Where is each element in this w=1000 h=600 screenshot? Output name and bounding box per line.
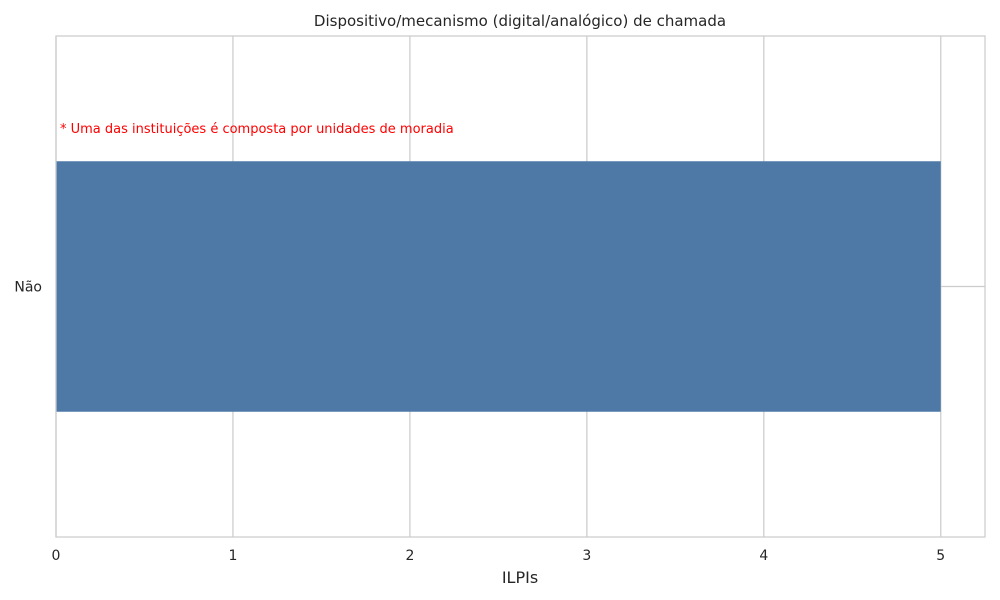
chart-title: Dispositivo/mecanismo (digital/analógico…	[314, 12, 726, 30]
bars	[56, 161, 941, 412]
x-tick-label: 0	[52, 548, 61, 564]
plot-frame	[55, 35, 986, 538]
x-tick-label: 5	[936, 548, 945, 564]
x-tick-label: 4	[759, 548, 768, 564]
x-tick-label: 1	[228, 548, 237, 564]
x-tick-label: 2	[405, 548, 414, 564]
x-tick-labels: 0 1 2 3 4 5	[52, 548, 946, 564]
bar	[56, 161, 941, 412]
x-axis-title: ILPIs	[502, 568, 538, 587]
y-tick-labels: Não	[14, 280, 42, 296]
x-tick-label: 3	[582, 548, 591, 564]
y-tick-label: Não	[14, 280, 42, 296]
annotation-note: * Uma das instituições é composta por un…	[60, 122, 454, 137]
